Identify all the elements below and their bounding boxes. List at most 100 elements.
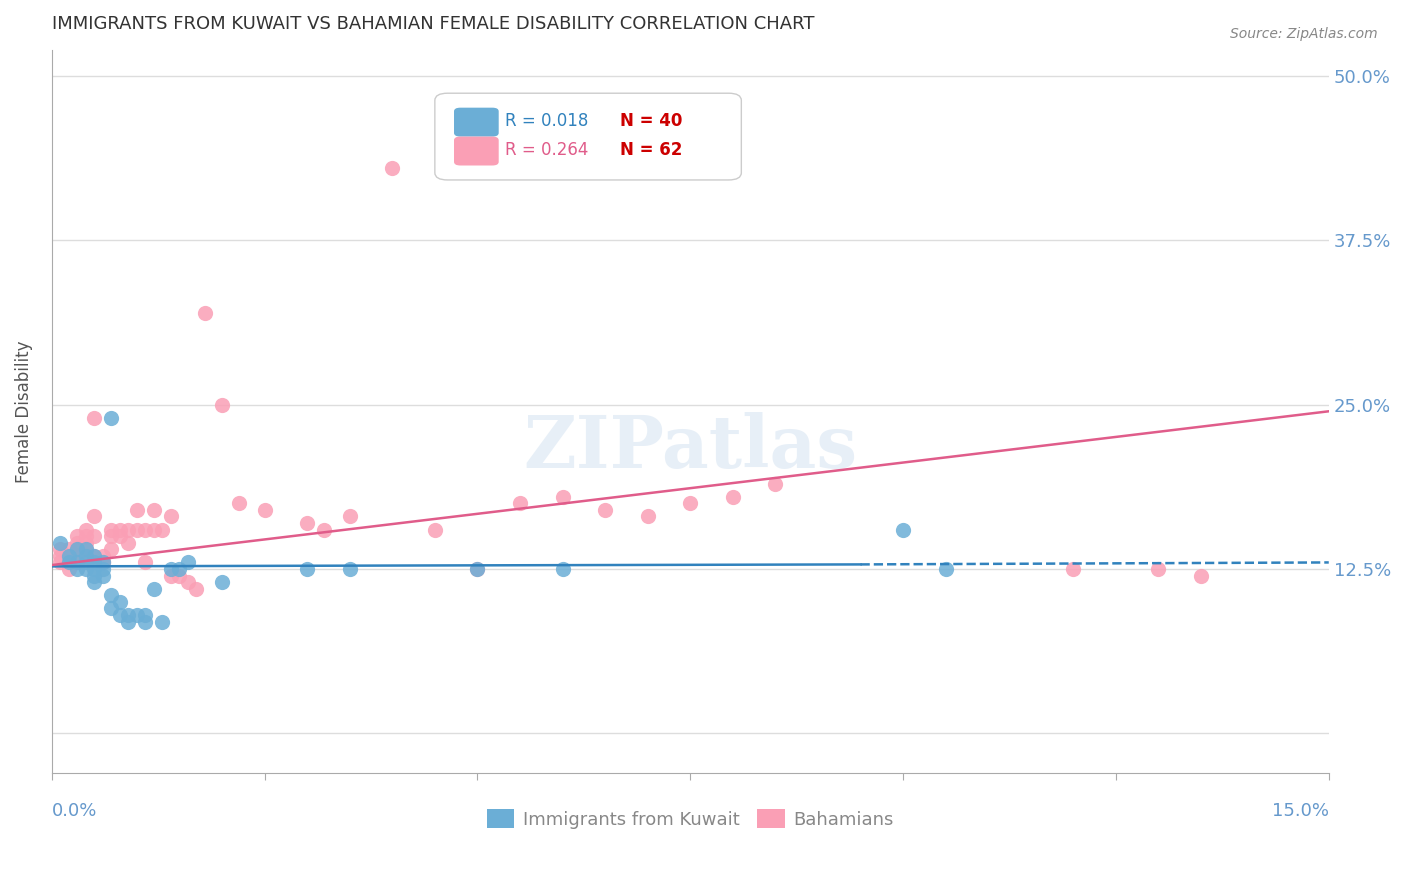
Point — [467, 562, 489, 576]
Point — [75, 542, 97, 557]
Point — [125, 523, 148, 537]
Point — [160, 562, 183, 576]
Point — [66, 529, 89, 543]
Point — [134, 615, 156, 629]
Point — [509, 496, 531, 510]
Point — [551, 562, 574, 576]
Point — [679, 496, 702, 510]
Point — [169, 568, 191, 582]
Legend: Immigrants from Kuwait, Bahamians: Immigrants from Kuwait, Bahamians — [479, 802, 901, 836]
Point — [1062, 562, 1084, 576]
Point — [134, 523, 156, 537]
Text: R = 0.018: R = 0.018 — [505, 112, 589, 129]
Point — [91, 556, 114, 570]
Point — [91, 556, 114, 570]
Point — [1189, 568, 1212, 582]
Point — [66, 535, 89, 549]
Point — [177, 556, 200, 570]
Point — [186, 582, 208, 596]
Point — [75, 529, 97, 543]
Y-axis label: Female Disability: Female Disability — [15, 340, 32, 483]
Point — [295, 516, 318, 530]
Point — [75, 535, 97, 549]
Point — [75, 549, 97, 563]
Point — [66, 562, 89, 576]
Point — [339, 562, 361, 576]
Point — [66, 556, 89, 570]
Point — [593, 503, 616, 517]
Point — [108, 523, 131, 537]
Text: 15.0%: 15.0% — [1272, 802, 1329, 820]
Point — [83, 529, 105, 543]
Point — [551, 490, 574, 504]
Point — [423, 523, 446, 537]
Point — [117, 615, 139, 629]
Point — [108, 529, 131, 543]
Point — [891, 523, 914, 537]
Point — [58, 562, 80, 576]
FancyBboxPatch shape — [454, 136, 499, 166]
Point — [117, 607, 139, 622]
Point — [49, 542, 72, 557]
Point — [100, 588, 122, 602]
Point — [935, 562, 957, 576]
Point — [142, 503, 165, 517]
Point — [66, 556, 89, 570]
Point — [91, 568, 114, 582]
Text: R = 0.264: R = 0.264 — [505, 141, 589, 159]
Point — [339, 509, 361, 524]
Point — [194, 306, 217, 320]
Text: IMMIGRANTS FROM KUWAIT VS BAHAMIAN FEMALE DISABILITY CORRELATION CHART: IMMIGRANTS FROM KUWAIT VS BAHAMIAN FEMAL… — [52, 15, 814, 33]
Text: 0.0%: 0.0% — [52, 802, 97, 820]
Text: N = 62: N = 62 — [620, 141, 682, 159]
Point — [108, 595, 131, 609]
Point — [58, 556, 80, 570]
Point — [637, 509, 659, 524]
Point — [763, 476, 786, 491]
Text: Source: ZipAtlas.com: Source: ZipAtlas.com — [1230, 27, 1378, 41]
Point — [253, 503, 276, 517]
Point — [83, 410, 105, 425]
Point — [49, 549, 72, 563]
Point — [152, 615, 174, 629]
Point — [83, 568, 105, 582]
Point — [160, 509, 183, 524]
FancyBboxPatch shape — [434, 93, 741, 180]
Point — [58, 549, 80, 563]
Point — [125, 607, 148, 622]
Point — [1147, 562, 1170, 576]
Point — [142, 523, 165, 537]
Point — [134, 556, 156, 570]
Point — [83, 549, 105, 563]
FancyBboxPatch shape — [454, 108, 499, 136]
Point — [58, 556, 80, 570]
Point — [83, 509, 105, 524]
Point — [66, 542, 89, 557]
Point — [83, 556, 105, 570]
Point — [91, 556, 114, 570]
Point — [100, 529, 122, 543]
Point — [381, 161, 404, 175]
Point — [91, 549, 114, 563]
Point — [211, 575, 233, 590]
Point — [467, 562, 489, 576]
Point — [160, 568, 183, 582]
Text: N = 40: N = 40 — [620, 112, 682, 129]
Point — [75, 562, 97, 576]
Point — [83, 575, 105, 590]
Point — [75, 556, 97, 570]
Point — [108, 607, 131, 622]
Point — [66, 549, 89, 563]
Point — [169, 562, 191, 576]
Point — [152, 523, 174, 537]
Point — [228, 496, 250, 510]
Point — [295, 562, 318, 576]
Point — [58, 542, 80, 557]
Point — [100, 542, 122, 557]
Point — [91, 562, 114, 576]
Point — [117, 535, 139, 549]
Point — [49, 535, 72, 549]
Point — [83, 549, 105, 563]
Point — [125, 503, 148, 517]
Point — [75, 523, 97, 537]
